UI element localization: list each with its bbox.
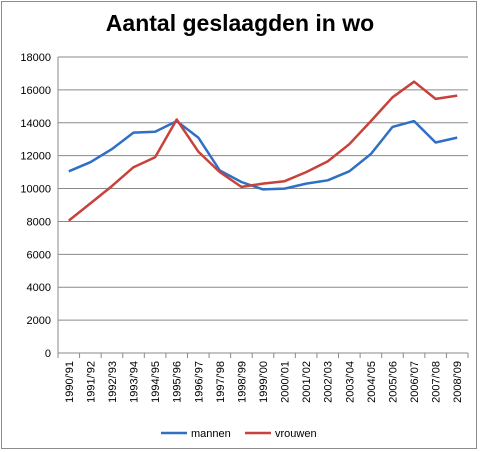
x-tick-label: 1993/'94: [129, 361, 141, 403]
series-line-vrouwen: [68, 80, 458, 222]
x-tick-label: 1994/'95: [150, 361, 162, 403]
legend-label-vrouwen: vrouwen: [275, 428, 317, 440]
y-tick-label: 6000: [27, 249, 51, 261]
y-tick-label: 10000: [20, 184, 51, 196]
x-tick-label: 1992/'93: [107, 361, 119, 403]
x-tick-label: 2006/'07: [409, 361, 421, 403]
y-tick-label: 16000: [20, 85, 51, 97]
x-tick-label: 1995/'96: [172, 361, 184, 403]
x-tick-label: 2005/'06: [387, 361, 399, 403]
x-tick-label: 1998/'99: [236, 361, 248, 403]
series-line-mannen: [68, 119, 458, 191]
x-tick-label: 2008/'09: [452, 361, 464, 403]
legend-label-mannen: mannen: [191, 428, 231, 440]
y-tick-label: 0: [45, 348, 51, 360]
y-tick-label: 4000: [27, 282, 51, 294]
y-tick-label: 2000: [27, 315, 51, 327]
y-tick-label: 8000: [27, 216, 51, 228]
x-tick-label: 2004/'05: [366, 361, 378, 403]
x-tick-label: 2007/'08: [431, 361, 443, 403]
x-tick-label: 2001/'02: [301, 361, 313, 403]
x-tick-label: 2002/'03: [323, 361, 335, 403]
x-tick-label: 1997/'98: [215, 361, 227, 403]
x-tick-label: 1996/'97: [193, 361, 205, 403]
x-tick-label: 1999/'00: [258, 361, 270, 403]
y-tick-label: 12000: [20, 151, 51, 163]
y-tick-label: 18000: [20, 52, 51, 64]
chart-title: Aantal geslaagden in wo: [105, 10, 375, 36]
x-tick-label: 2003/'04: [344, 361, 356, 403]
x-tick-label: 2000/'01: [280, 361, 292, 403]
x-tick-label: 1991/'92: [85, 361, 97, 403]
x-tick-label: 1990/'91: [64, 361, 76, 403]
y-tick-label: 14000: [20, 118, 51, 130]
